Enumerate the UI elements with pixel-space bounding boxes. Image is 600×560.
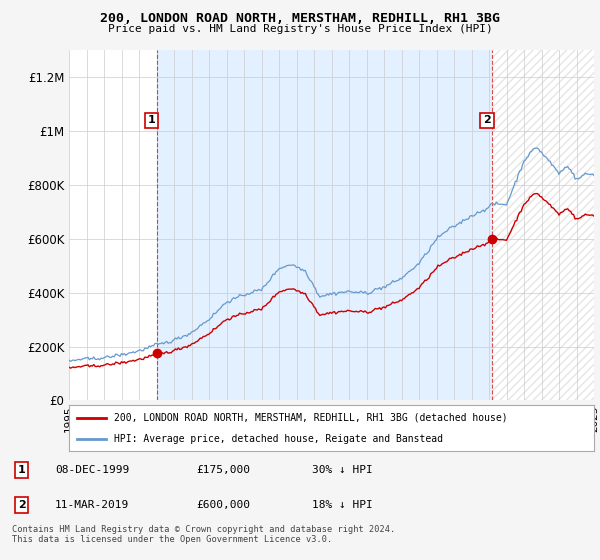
Bar [157, 50, 493, 400]
Text: 18% ↓ HPI: 18% ↓ HPI [311, 500, 372, 510]
Text: 2: 2 [483, 115, 491, 125]
Text: £175,000: £175,000 [196, 465, 250, 475]
Text: 2: 2 [18, 500, 26, 510]
Text: 200, LONDON ROAD NORTH, MERSTHAM, REDHILL, RH1 3BG: 200, LONDON ROAD NORTH, MERSTHAM, REDHIL… [100, 12, 500, 25]
Text: Contains HM Land Registry data © Crown copyright and database right 2024.
This d: Contains HM Land Registry data © Crown c… [12, 525, 395, 544]
Text: 200, LONDON ROAD NORTH, MERSTHAM, REDHILL, RH1 3BG (detached house): 200, LONDON ROAD NORTH, MERSTHAM, REDHIL… [113, 413, 507, 423]
Bar [493, 50, 594, 400]
Bar [493, 50, 594, 400]
Text: 08-DEC-1999: 08-DEC-1999 [55, 465, 130, 475]
Text: £600,000: £600,000 [196, 500, 250, 510]
Text: HPI: Average price, detached house, Reigate and Banstead: HPI: Average price, detached house, Reig… [113, 435, 443, 444]
Text: 30% ↓ HPI: 30% ↓ HPI [311, 465, 372, 475]
Text: 11-MAR-2019: 11-MAR-2019 [55, 500, 130, 510]
Text: 1: 1 [148, 115, 155, 125]
Text: 1: 1 [18, 465, 26, 475]
Text: Price paid vs. HM Land Registry's House Price Index (HPI): Price paid vs. HM Land Registry's House … [107, 24, 493, 34]
